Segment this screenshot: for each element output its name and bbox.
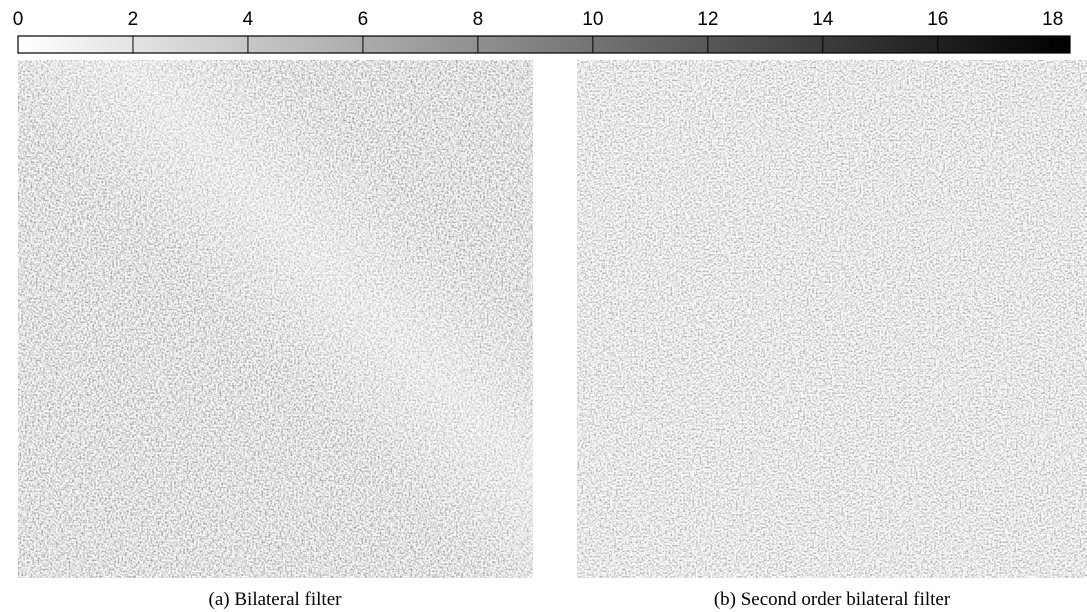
image-highlight bbox=[18, 60, 533, 578]
tick-label: 14 bbox=[812, 9, 834, 30]
tick-label: 6 bbox=[358, 9, 369, 30]
tick-label: 16 bbox=[927, 9, 948, 30]
tick-label: 8 bbox=[473, 9, 484, 30]
tick-label: 2 bbox=[128, 9, 139, 30]
tick-label: 18 bbox=[1042, 9, 1063, 30]
panel-a: (a) Bilateral filter bbox=[18, 60, 533, 610]
caption: (a) Bilateral filter bbox=[209, 589, 343, 610]
tick-label: 12 bbox=[697, 9, 718, 30]
tick-label: 0 bbox=[13, 9, 24, 30]
tick-label: 4 bbox=[243, 9, 254, 30]
tick-label: 10 bbox=[582, 9, 603, 30]
colorbar: 0 2 4 6 8 10 12 14 16 18 bbox=[13, 9, 1071, 54]
panel-b: (b) Second order bilateral filter bbox=[577, 60, 1087, 610]
colorbar-gradient bbox=[17, 35, 1071, 54]
caption: (b) Second order bilateral filter bbox=[714, 589, 951, 610]
heatmap-image bbox=[577, 60, 1087, 578]
